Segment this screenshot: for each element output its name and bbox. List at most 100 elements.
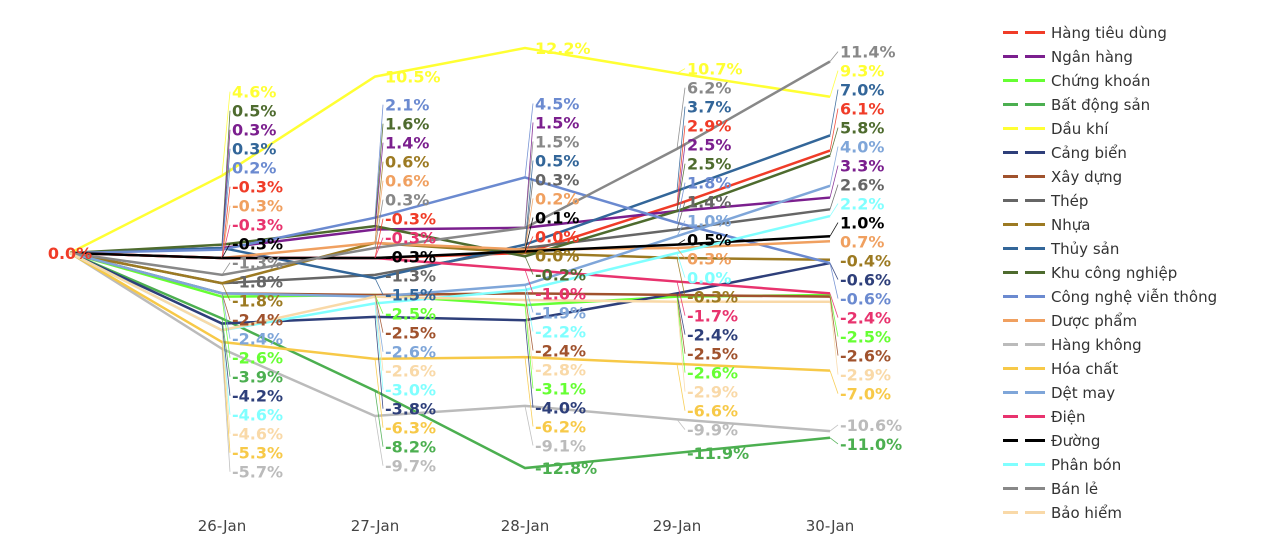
legend-item[interactable]: Phân bón — [1003, 453, 1217, 477]
data-label: -0.3% — [385, 210, 436, 229]
label-leader-line — [374, 358, 384, 428]
data-label: -0.3% — [385, 229, 436, 248]
label-leader-line — [221, 293, 231, 320]
data-label: -2.5% — [385, 305, 436, 324]
data-label: -2.5% — [385, 324, 436, 343]
legend-label: Cảng biển — [1051, 144, 1127, 162]
data-label: -1.9% — [535, 303, 586, 322]
legend-swatch-icon — [1003, 511, 1047, 515]
data-label: 0.0% — [687, 269, 731, 288]
data-label: -3.0% — [385, 381, 436, 400]
label-leader-line — [676, 257, 686, 297]
legend-item[interactable]: Chứng khoán — [1003, 69, 1217, 93]
series-line — [69, 176, 831, 265]
legend-item[interactable]: Đường — [1003, 429, 1217, 453]
data-label: -2.6% — [385, 343, 436, 362]
label-leader-line — [676, 419, 686, 430]
data-label: 4.6% — [232, 83, 276, 102]
series-line — [69, 251, 831, 433]
series-line — [69, 134, 831, 280]
legend-item[interactable]: Dược phẩm — [1003, 309, 1217, 333]
label-leader-line — [676, 201, 686, 230]
legend-item[interactable]: Khu công nghiệp — [1003, 261, 1217, 285]
data-label: 0.3% — [385, 191, 429, 210]
legend-item[interactable]: Hàng không — [1003, 333, 1217, 357]
data-label: -2.4% — [535, 341, 586, 360]
label-leader-line — [374, 199, 384, 249]
label-leader-line — [524, 141, 534, 228]
legend-label: Dầu khí — [1051, 120, 1109, 138]
legend-label: Khu công nghiệp — [1051, 264, 1178, 282]
legend-item[interactable]: Bán lẻ — [1003, 477, 1217, 501]
legend: Hàng tiêu dùng Ngân hàng Chứng khoán Bất độ… — [1003, 21, 1217, 525]
data-label: -2.6% — [840, 347, 891, 366]
series-line — [69, 251, 831, 325]
data-label: -3.9% — [232, 368, 283, 387]
data-label: -6.6% — [687, 402, 738, 421]
label-leader-line — [374, 294, 384, 314]
label-leader-line — [676, 296, 686, 373]
data-label: -6.2% — [535, 417, 586, 436]
label-leader-line — [524, 160, 534, 245]
legend-item[interactable]: Cảng biển — [1003, 141, 1217, 165]
data-label: -9.1% — [535, 436, 586, 455]
data-label: 3.3% — [840, 157, 884, 176]
legend-item[interactable]: Ngân hàng — [1003, 45, 1217, 69]
legend-swatch-icon — [1003, 223, 1047, 227]
legend-item[interactable]: Dệt may — [1003, 381, 1217, 405]
legend-item[interactable]: Thủy sản — [1003, 237, 1217, 261]
data-label: 0.5% — [232, 102, 276, 121]
legend-item[interactable]: Bất động sản — [1003, 93, 1217, 117]
legend-item[interactable]: Bảo hiểm — [1003, 501, 1217, 525]
data-label: -2.4% — [687, 326, 738, 345]
legend-label: Hàng không — [1051, 336, 1142, 354]
data-label: -0.2% — [535, 265, 586, 284]
label-leader-line — [374, 316, 384, 409]
data-label: -9.7% — [385, 457, 436, 476]
data-label: 0.2% — [232, 159, 276, 178]
label-leader-line — [829, 437, 839, 445]
label-leader-line — [524, 305, 534, 389]
legend-label: Xây dựng — [1051, 168, 1123, 186]
data-label: -2.2% — [535, 322, 586, 341]
legend-swatch-icon — [1003, 55, 1047, 59]
label-leader-line — [524, 405, 534, 446]
legend-item[interactable]: Công nghệ viễn thông — [1003, 285, 1217, 309]
label-leader-line — [221, 262, 231, 276]
data-label: 4.5% — [535, 94, 579, 113]
x-tick-label: 29-Jan — [653, 517, 701, 535]
data-label: -0.6% — [840, 271, 891, 290]
legend-label: Thủy sản — [1051, 240, 1120, 258]
legend-label: Nhựa — [1051, 216, 1091, 234]
series-line — [69, 154, 831, 258]
data-label: 0.2% — [535, 189, 579, 208]
label-leader-line — [221, 243, 231, 259]
legend-item[interactable]: Thép — [1003, 189, 1217, 213]
legend-item[interactable]: Hàng tiêu dùng — [1003, 21, 1217, 45]
label-leader-line — [676, 87, 686, 149]
legend-swatch-icon — [1003, 439, 1047, 443]
legend-item[interactable]: Dầu khí — [1003, 117, 1217, 141]
data-label: 0.6% — [385, 172, 429, 191]
data-label: 0.5% — [687, 231, 731, 250]
legend-item[interactable]: Hóa chất — [1003, 357, 1217, 381]
data-label: -8.2% — [385, 438, 436, 457]
label-leader-line — [374, 104, 384, 218]
label-leader-line — [829, 70, 839, 97]
label-leader-line — [676, 106, 686, 191]
legend-item[interactable]: Xây dựng — [1003, 165, 1217, 189]
label-leader-line — [374, 237, 384, 259]
data-label: 1.4% — [687, 193, 731, 212]
legend-item[interactable]: Điện — [1003, 405, 1217, 429]
data-label: 0.0% — [535, 246, 579, 265]
label-leader-line — [524, 256, 534, 275]
data-label: 1.0% — [687, 212, 731, 231]
data-label: 0.0% — [535, 227, 579, 246]
label-leader-line — [524, 236, 534, 254]
legend-item[interactable]: Nhựa — [1003, 213, 1217, 237]
label-leader-line — [524, 198, 534, 250]
data-label: -4.6% — [232, 406, 283, 425]
legend-label: Phân bón — [1051, 456, 1122, 474]
label-leader-line — [221, 148, 231, 248]
